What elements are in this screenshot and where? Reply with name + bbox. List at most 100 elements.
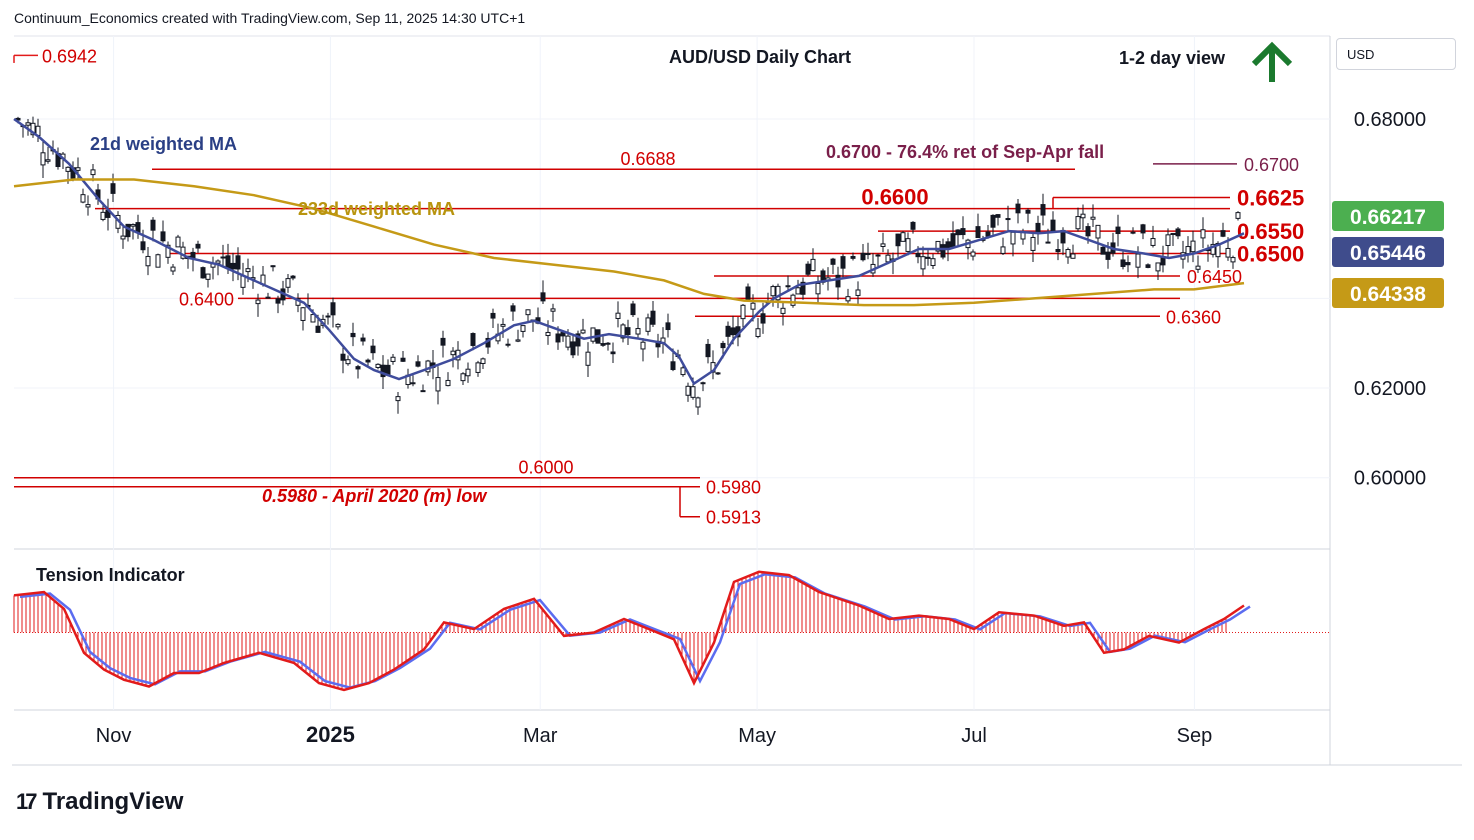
candle-body bbox=[480, 358, 486, 364]
candle-body bbox=[140, 241, 146, 251]
candle-body bbox=[665, 322, 671, 331]
candle-body bbox=[160, 231, 166, 242]
candle-body bbox=[945, 241, 951, 249]
level-label: 0.6360 bbox=[1166, 307, 1221, 327]
time-tick-label: 2025 bbox=[306, 722, 355, 747]
candle-body bbox=[1080, 213, 1086, 219]
level-label: 0.6000 bbox=[518, 458, 573, 478]
time-tick-label: May bbox=[738, 725, 776, 747]
candle-body bbox=[860, 252, 866, 261]
candle-body bbox=[895, 233, 901, 247]
candle-body bbox=[545, 331, 551, 337]
candle-body bbox=[240, 275, 246, 288]
time-tick-label: Mar bbox=[523, 725, 558, 747]
candle-body bbox=[275, 298, 281, 304]
candle-body bbox=[935, 240, 941, 252]
candle-body bbox=[65, 166, 71, 172]
candle-body bbox=[205, 273, 211, 280]
candle-body bbox=[795, 287, 801, 295]
candle-body bbox=[760, 313, 766, 324]
candle-body bbox=[400, 357, 406, 362]
candle-body bbox=[1075, 216, 1081, 230]
candle-body bbox=[985, 231, 991, 237]
candle-body bbox=[1235, 212, 1241, 219]
candle-body bbox=[590, 327, 596, 342]
candle-body bbox=[355, 366, 361, 370]
candle-body bbox=[780, 307, 786, 314]
candle-body bbox=[700, 382, 706, 385]
candle-body bbox=[960, 228, 966, 236]
time-tick-label: Nov bbox=[96, 725, 132, 747]
candle-body bbox=[440, 337, 446, 346]
candle-body bbox=[335, 323, 341, 328]
candle-body bbox=[460, 373, 466, 382]
candle-body bbox=[855, 289, 861, 296]
candle-body bbox=[840, 256, 846, 269]
ma-line-21d bbox=[13, 117, 1245, 386]
annotation-label: 0.6700 - 76.4% ret of Sep-Apr fall bbox=[826, 142, 1104, 162]
candle-body bbox=[805, 263, 811, 275]
candle-body bbox=[300, 307, 306, 321]
candle-body bbox=[420, 390, 426, 393]
candle-body bbox=[600, 343, 606, 346]
candle-body bbox=[90, 169, 96, 176]
candle-body bbox=[325, 315, 331, 318]
candle-body bbox=[390, 356, 396, 362]
candle-body bbox=[690, 386, 696, 398]
candle-body bbox=[435, 377, 441, 392]
candle-body bbox=[1210, 243, 1216, 255]
candle-body bbox=[1065, 249, 1071, 258]
level-label: 0.6688 bbox=[620, 149, 675, 169]
candle-body bbox=[625, 327, 631, 336]
candle-body bbox=[230, 262, 236, 270]
candle-body bbox=[285, 278, 291, 288]
chart-header: Continuum_Economics created with Trading… bbox=[14, 10, 526, 26]
candle-body bbox=[925, 256, 931, 259]
candle-body bbox=[640, 341, 646, 350]
candle-body bbox=[1050, 219, 1056, 233]
candle-body bbox=[740, 304, 746, 320]
candle-body bbox=[550, 308, 556, 312]
candle-body bbox=[1125, 262, 1131, 266]
candle-body bbox=[130, 224, 136, 227]
candle-body bbox=[785, 285, 791, 288]
candle-body bbox=[915, 252, 921, 258]
candle-body bbox=[1120, 259, 1126, 267]
candle-body bbox=[705, 343, 711, 358]
candle-body bbox=[730, 327, 736, 336]
candle-body bbox=[540, 292, 546, 302]
candle-body bbox=[720, 342, 726, 349]
candle-body bbox=[645, 317, 651, 332]
candle-body bbox=[220, 256, 226, 259]
candle-body bbox=[905, 238, 911, 252]
candle-body bbox=[125, 223, 131, 238]
candle-body bbox=[255, 299, 261, 305]
candle-body bbox=[1045, 241, 1051, 244]
price-badge bbox=[1332, 201, 1444, 231]
tv-logo-icon: 17 bbox=[16, 789, 38, 814]
candle-body bbox=[800, 281, 806, 295]
candle-body bbox=[845, 296, 851, 302]
time-axis: Nov 2025 Mar May Jul Sep bbox=[96, 722, 1212, 747]
candle-body bbox=[715, 372, 721, 375]
candle-body bbox=[745, 286, 751, 301]
candle-body bbox=[525, 309, 531, 316]
candle-body bbox=[1230, 257, 1236, 263]
currency-selector[interactable]: USD bbox=[1336, 38, 1456, 70]
candle-body bbox=[1200, 229, 1206, 239]
candle-body bbox=[830, 258, 836, 265]
candle-body bbox=[635, 328, 641, 335]
candle-body bbox=[475, 362, 481, 373]
price-tick-label: 0.62000 bbox=[1354, 378, 1426, 400]
candle-body bbox=[85, 204, 91, 208]
moving-averages bbox=[13, 117, 1245, 386]
candle-body bbox=[565, 335, 571, 348]
candle-body bbox=[360, 337, 366, 342]
candle-body bbox=[80, 194, 86, 203]
candle-body bbox=[615, 312, 621, 319]
candle-body bbox=[515, 339, 521, 342]
candle-body bbox=[470, 333, 476, 346]
candle-body bbox=[330, 302, 336, 316]
candle-body bbox=[1135, 253, 1141, 268]
